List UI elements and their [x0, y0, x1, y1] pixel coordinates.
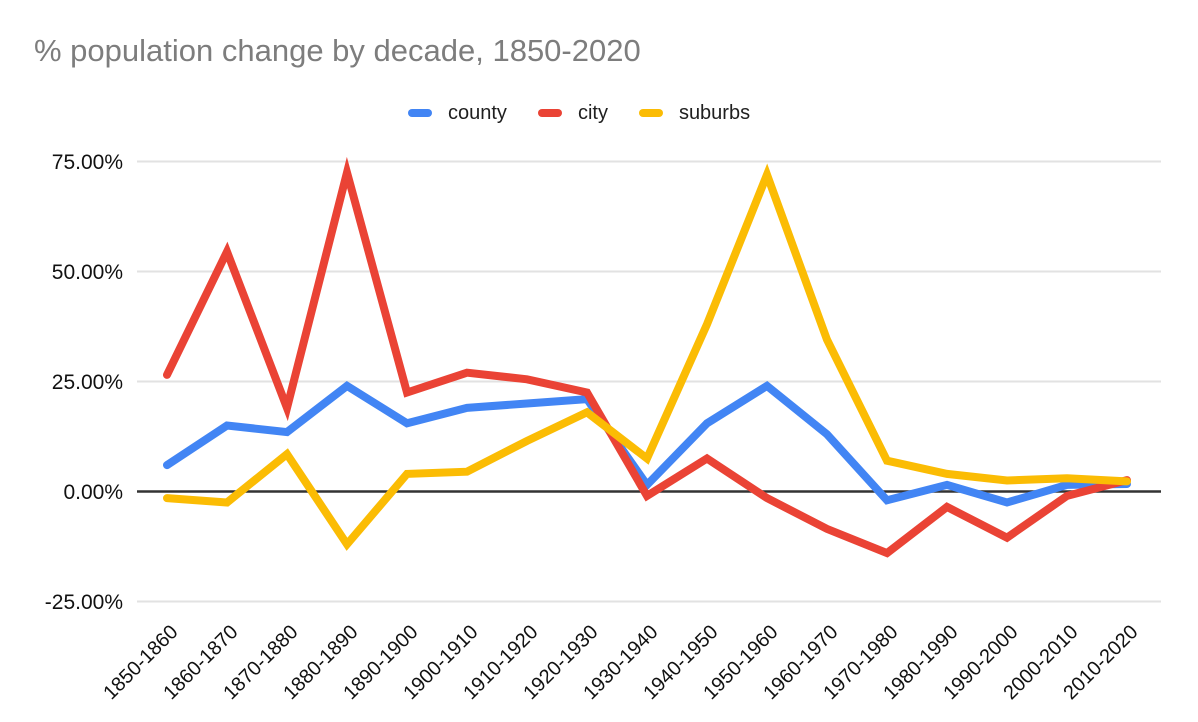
series-line-county [163, 381, 1131, 507]
chart-title: % population change by decade, 1850-2020 [34, 33, 641, 68]
county-series-swatch-icon [408, 109, 432, 117]
y-axis-tick-label: 75.00% [52, 151, 123, 174]
chart-legend: county city suburbs [408, 101, 750, 125]
y-axis-tick-label: -25.00% [45, 591, 123, 614]
city-series-swatch-icon [537, 109, 562, 117]
y-axis-tick-label: 50.00% [52, 261, 123, 284]
series-line-suburbs [163, 163, 1131, 551]
legend-item-county: county [408, 101, 507, 125]
legend-label-city: city [577, 102, 608, 124]
legend-label-county: county [448, 102, 507, 124]
legend-item-city: city [537, 101, 608, 125]
y-axis-tick-label: 25.00% [52, 371, 123, 394]
suburbs-series-swatch-icon [638, 109, 663, 117]
y-axis-tick-label: 0.00% [63, 481, 123, 504]
series-line-city [163, 156, 1131, 558]
legend-label-suburbs: suburbs [678, 102, 751, 124]
legend-item-suburbs: suburbs [638, 101, 751, 125]
